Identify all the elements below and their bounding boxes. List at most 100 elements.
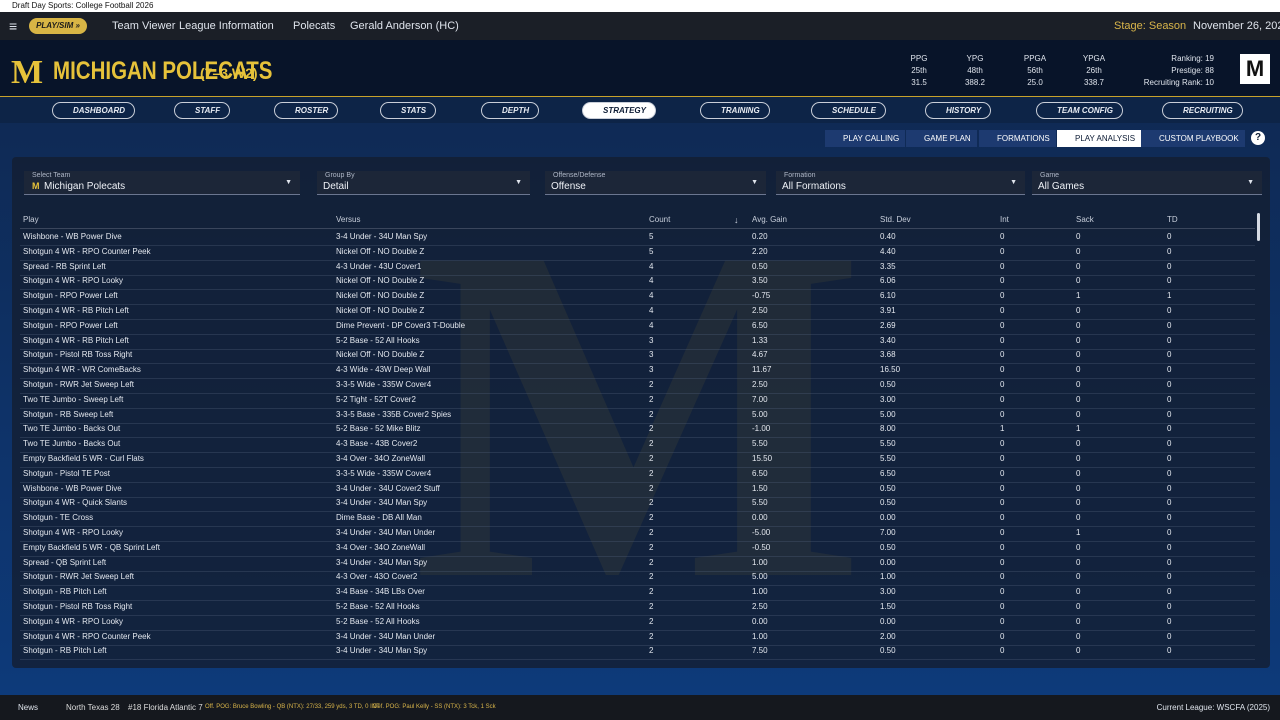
table-cell: Nickel Off - NO Double Z (336, 276, 425, 286)
table-cell: 5.50 (880, 454, 896, 463)
filter-dropdown[interactable]: Group By Detail ▼ (317, 171, 530, 195)
table-cell: 0 (1000, 454, 1005, 463)
table-cell: 0 (1076, 483, 1081, 493)
table-cell: 1.00 (880, 572, 896, 582)
main-tab[interactable]: TEAM CONFIG (1036, 102, 1123, 119)
table-cell: 0 (1167, 557, 1172, 567)
table-cell: 0 (1076, 513, 1081, 523)
main-tab[interactable]: ROSTER (274, 102, 339, 119)
stat-label: PPG (910, 54, 928, 63)
nav-link[interactable]: League Information (179, 20, 274, 32)
table-cell: 0 (1076, 306, 1081, 315)
table-cell: 5.00 (752, 572, 768, 582)
table-cell: 1.50 (752, 483, 768, 493)
table-cell: 0 (1000, 232, 1005, 241)
table-cell: 1 (1000, 424, 1005, 434)
table-cell: 0.20 (752, 232, 768, 241)
table-cell: 3-4 Under - 34U Man Spy (336, 557, 428, 567)
offense-pog: Off. POG: Bruce Bowling - QB (NTX): 27/3… (205, 704, 380, 710)
table-cell: 0 (1000, 261, 1005, 271)
sub-tab[interactable]: CUSTOM PLAYBOOK (1141, 130, 1245, 147)
table-cell: 0 (1000, 350, 1005, 360)
table-cell: 1 (1076, 528, 1081, 537)
sub-tab[interactable]: GAME PLAN (906, 130, 977, 147)
filter-dropdown[interactable]: Game All Games ▼ (1032, 171, 1262, 195)
main-tab[interactable]: DEPTH (481, 102, 540, 119)
play-sim-button[interactable]: PLAY/SIM » (29, 18, 87, 34)
filter-label: Offense/Defense (553, 172, 606, 179)
table-cell: 0 (1167, 498, 1172, 508)
table-cell: Shotgun 4 WR - WR ComeBacks (23, 365, 141, 375)
table-cell: 0 (1076, 572, 1081, 582)
table-cell: 5-2 Base - 52 Mike Blitz (336, 424, 421, 434)
main-tab[interactable]: RECRUITING (1162, 102, 1243, 119)
column-header[interactable]: Play (23, 215, 39, 224)
table-cell: 0.50 (880, 542, 896, 552)
table-cell: 0 (1000, 616, 1005, 626)
help-icon[interactable]: ? (1251, 131, 1265, 145)
table-cell: 2 (649, 394, 654, 404)
table-cell: Shotgun 4 WR - Quick Slants (23, 498, 128, 508)
table-cell: 16.50 (880, 365, 901, 375)
table-cell: 0.40 (880, 232, 896, 241)
table-cell: 0 (1076, 350, 1081, 360)
main-tab[interactable]: STAFF (174, 102, 231, 119)
filter-dropdown[interactable]: Select Team Michigan Polecats ▼ (24, 171, 300, 195)
column-header[interactable]: TD (1167, 215, 1178, 224)
main-tab[interactable]: STATS (380, 102, 437, 119)
table-cell: 2.50 (752, 306, 768, 315)
sub-tab[interactable]: PLAY CALLING (825, 130, 906, 147)
nav-link[interactable]: Gerald Anderson (HC) (350, 20, 459, 32)
main-tab[interactable]: SCHEDULE (811, 102, 887, 119)
table-cell: 0.50 (752, 261, 768, 271)
column-header[interactable]: Int (1000, 215, 1009, 224)
table-cell: Shotgun 4 WR - RPO Looky (23, 276, 124, 286)
table-cell: 0 (1000, 365, 1005, 375)
table-cell: 0.50 (880, 498, 896, 508)
conference-logo: M (1240, 54, 1270, 84)
table-cell: 0 (1076, 394, 1081, 404)
table-cell: Spread - QB Sprint Left (23, 557, 107, 567)
table-cell: Shotgun - RWR Jet Sweep Left (23, 380, 135, 389)
table-cell: 0 (1167, 439, 1172, 449)
table-cell: 3.50 (752, 276, 768, 286)
table-cell: 0 (1076, 365, 1081, 375)
column-header[interactable]: Std. Dev (880, 215, 911, 224)
table-cell: 2.00 (880, 631, 896, 641)
main-tab[interactable]: TRAINING (700, 102, 770, 119)
nav-link[interactable]: Polecats (293, 20, 336, 32)
sub-tab[interactable]: FORMATIONS (979, 130, 1056, 147)
stat-rank: 25th (911, 66, 927, 75)
menu-icon[interactable]: ≡ (9, 18, 18, 34)
nav-link[interactable]: Team Viewer (112, 20, 176, 32)
filter-dropdown[interactable]: Formation All Formations ▼ (776, 171, 1025, 195)
column-header[interactable]: Versus (336, 215, 361, 224)
table-cell: 0.00 (880, 616, 896, 626)
table-cell: Shotgun 4 WR - RB Pitch Left (23, 335, 129, 345)
table-cell: Shotgun - Pistol RB Toss Right (23, 602, 133, 611)
table-cell: 0 (1000, 409, 1005, 419)
filter-dropdown[interactable]: Offense/Defense Offense ▼ (545, 171, 766, 195)
table-cell: -0.75 (752, 291, 771, 301)
column-header[interactable]: Avg. Gain (752, 215, 787, 224)
table-cell: 0 (1167, 232, 1172, 241)
main-tab[interactable]: STRATEGY (582, 102, 656, 119)
table-cell: Nickel Off - NO Double Z (336, 306, 425, 315)
table-cell: 8.00 (880, 424, 896, 434)
main-tab[interactable]: DASHBOARD (52, 102, 135, 119)
row-divider (20, 245, 1255, 246)
table-cell: 0 (1167, 602, 1172, 611)
date: November 26, 2025 (1193, 20, 1280, 32)
sub-tab[interactable]: PLAY ANALYSIS (1057, 130, 1142, 147)
table-cell: 0 (1076, 646, 1081, 656)
team-logo: M (11, 54, 44, 91)
main-tab[interactable]: HISTORY (925, 102, 992, 119)
table-cell: 0 (1000, 631, 1005, 641)
table-cell: 2 (649, 616, 654, 626)
row-divider (20, 452, 1255, 454)
table-cell: 2 (649, 646, 654, 656)
column-header[interactable]: Sack (1076, 215, 1094, 224)
table-cell: 7.50 (752, 646, 768, 656)
column-header[interactable]: Count (649, 215, 671, 224)
table-cell: 0 (1167, 513, 1172, 523)
